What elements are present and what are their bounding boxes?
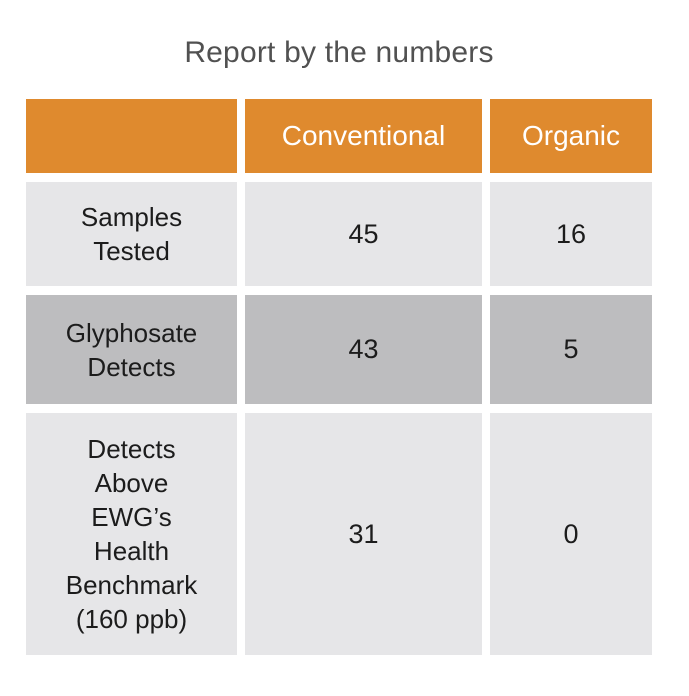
- row-label-detects-above-benchmark: Detects Above EWG’s Health Benchmark (16…: [26, 413, 237, 655]
- corner-header-cell: [26, 99, 237, 173]
- header-cell-conventional: Conventional: [245, 99, 482, 173]
- value-above-benchmark-conventional: 31: [245, 413, 482, 655]
- row-label-glyphosate-detects: Glyphosate Detects: [26, 295, 237, 404]
- chart-title: Report by the numbers: [184, 36, 494, 69]
- value-above-benchmark-organic: 0: [490, 413, 652, 655]
- row-label-samples-tested: Samples Tested: [26, 182, 237, 286]
- report-table: Conventional Organic Samples Tested 45 1…: [26, 99, 652, 655]
- value-samples-tested-conventional: 45: [245, 182, 482, 286]
- header-cell-organic: Organic: [490, 99, 652, 173]
- value-samples-tested-organic: 16: [490, 182, 652, 286]
- value-glyphosate-detects-conventional: 43: [245, 295, 482, 404]
- value-glyphosate-detects-organic: 5: [490, 295, 652, 404]
